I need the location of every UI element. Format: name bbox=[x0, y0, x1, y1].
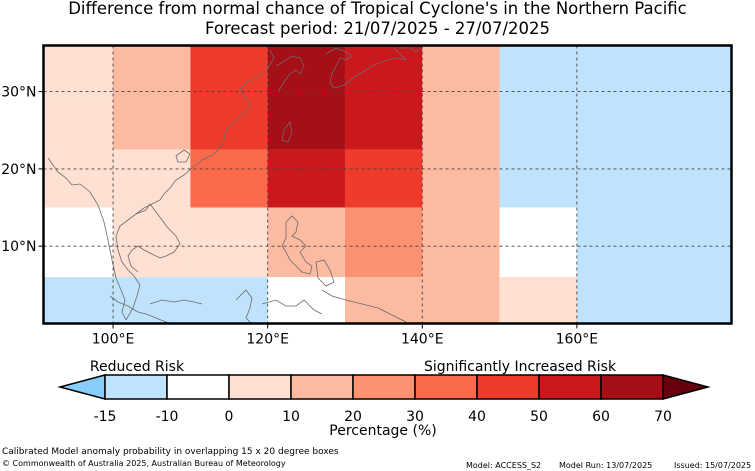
colorbar-tick-label: 30 bbox=[406, 409, 424, 425]
anomaly-cell-20 bbox=[267, 277, 345, 324]
colorbar-bin-3 bbox=[290, 374, 354, 400]
y-tick-label: 20°N bbox=[1, 162, 36, 178]
map-title: Difference from normal chance of Tropica… bbox=[68, 0, 687, 18]
colorbar-unit-label: Percentage (%) bbox=[329, 423, 436, 439]
colorbar-tick-label: 0 bbox=[225, 409, 234, 425]
y-tick-label: 10°N bbox=[1, 239, 36, 255]
anomaly-cell-13 bbox=[113, 207, 191, 278]
colorbar-tick-label: -15 bbox=[94, 409, 117, 425]
anomaly-cell-19 bbox=[43, 277, 268, 324]
colorbar-bin-1 bbox=[166, 374, 230, 400]
anomaly-cell-21 bbox=[344, 277, 423, 324]
colorbar-bin-4 bbox=[352, 374, 416, 400]
x-tick-label: 120°E bbox=[246, 332, 289, 348]
colorbar-bin-2 bbox=[228, 374, 292, 400]
map-cells bbox=[43, 45, 732, 324]
footnote-copyright: © Commonwealth of Australia 2025, Austra… bbox=[2, 459, 286, 468]
colorbar-bin-8 bbox=[600, 374, 664, 400]
anomaly-cell-7 bbox=[43, 103, 114, 208]
anomaly-cell-5 bbox=[422, 45, 500, 324]
anomaly-cell-12 bbox=[43, 207, 114, 278]
colorbar-bin-0 bbox=[104, 374, 168, 400]
anomaly-cell-17 bbox=[499, 207, 577, 278]
colorbar-bin-6 bbox=[476, 374, 540, 400]
colorbar-tick-label: 50 bbox=[530, 409, 548, 425]
forecast-period-subtitle: Forecast period: 21/07/2025 - 27/07/2025 bbox=[204, 19, 551, 38]
colorbar: -15 -10 0 10 20 30 40 50 60 70 Reduced Risk Signifi… bbox=[57, 359, 711, 439]
model-name: Model: ACCESS_S2 bbox=[466, 461, 542, 470]
colorbar-tick-label: 40 bbox=[468, 409, 486, 425]
colorbar-tick-label: -10 bbox=[156, 409, 179, 425]
x-tick-label: 100°E bbox=[92, 332, 135, 348]
graticule bbox=[43, 45, 732, 324]
anomaly-cell-10 bbox=[267, 149, 345, 208]
anomaly-cell-3 bbox=[267, 45, 345, 150]
colorbar-tick-label: 10 bbox=[282, 409, 300, 425]
x-tick-label: 140°E bbox=[401, 332, 444, 348]
y-tick-label: 30°N bbox=[1, 85, 36, 101]
map-frame bbox=[42, 44, 733, 325]
colorbar-max-arrow bbox=[662, 374, 711, 400]
x-tick-label: 160°E bbox=[556, 332, 599, 348]
anomaly-cell-2 bbox=[190, 45, 268, 150]
colorbar-tick-label: 60 bbox=[592, 409, 610, 425]
model-run-date: Model Run: 13/07/2025 bbox=[559, 461, 653, 470]
colorbar-tick-label: 20 bbox=[344, 409, 362, 425]
issued-date: Issued: 15/07/2025 bbox=[674, 461, 752, 470]
anomaly-cell-16 bbox=[344, 207, 423, 278]
anomaly-cell-9 bbox=[190, 149, 268, 208]
anomaly-cell-18 bbox=[576, 207, 732, 324]
coastline bbox=[47, 47, 421, 325]
anomaly-cell-22 bbox=[499, 277, 577, 324]
anomaly-cell-4 bbox=[344, 45, 423, 150]
anomaly-cell-15 bbox=[267, 207, 345, 278]
colorbar-bin-5 bbox=[414, 374, 478, 400]
anomaly-cell-11 bbox=[344, 149, 423, 208]
colorbar-bin-7 bbox=[538, 374, 602, 400]
reduced-risk-label: Reduced Risk bbox=[90, 359, 185, 375]
anomaly-cell-6 bbox=[499, 45, 732, 208]
anomaly-cell-1 bbox=[113, 45, 191, 150]
increased-risk-label: Significantly Increased Risk bbox=[424, 359, 617, 375]
footnote-method: Calibrated Model anomaly probability in … bbox=[2, 447, 339, 457]
anomaly-cell-0 bbox=[43, 45, 114, 104]
anomaly-cell-14 bbox=[190, 207, 268, 278]
colorbar-tick-label: 70 bbox=[654, 409, 672, 425]
colorbar-min-arrow bbox=[57, 374, 106, 400]
